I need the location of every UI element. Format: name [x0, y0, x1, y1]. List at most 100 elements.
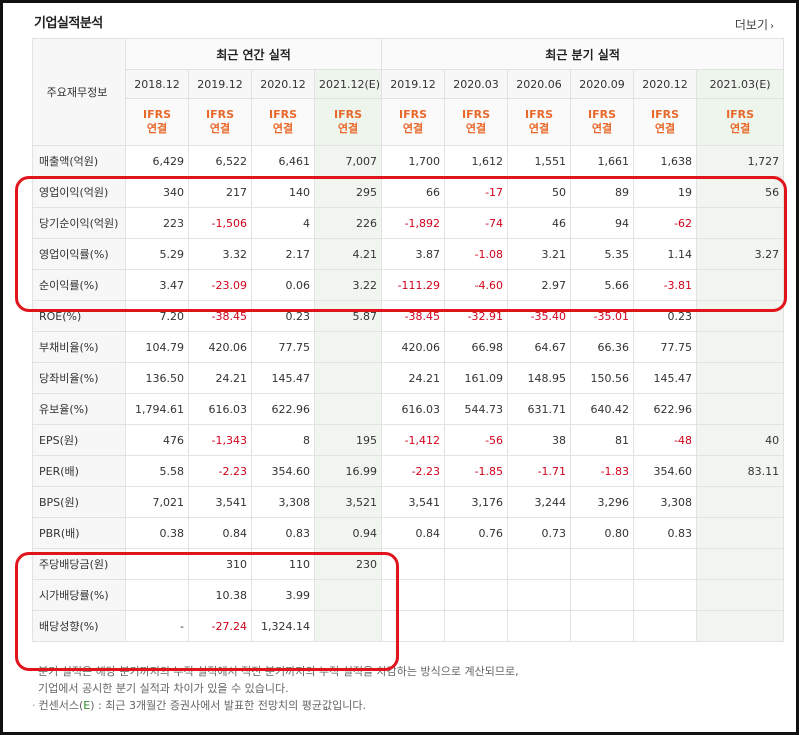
table-cell: -17 — [444, 176, 509, 208]
table-cell: 195 — [313, 424, 383, 456]
table-cell: 3.99 — [251, 579, 315, 611]
table-row: 주당배당금(원) 310 110 230 — [32, 548, 785, 580]
table-cell: 640.42 — [570, 393, 635, 425]
consolidated-label: 연결 — [209, 122, 231, 135]
row-label: 배당성향(%) — [32, 610, 126, 642]
more-label: 더보기 — [734, 18, 768, 32]
table-cell: 24.21 — [188, 362, 252, 394]
table-cell: -2.23 — [188, 455, 252, 487]
table-cell: -32.91 — [444, 300, 509, 332]
table-row: 유보율(%) 1,794.61 616.03 622.96 616.03 544.73 63… — [32, 393, 785, 425]
table-cell: 1,661 — [570, 145, 635, 177]
row-label: 순이익률(%) — [32, 269, 126, 301]
table-cell: -3.81 — [633, 269, 698, 301]
table-cell: 3.32 — [188, 238, 252, 270]
date-header-1: 2019.12 — [188, 69, 252, 99]
group-quarter-header: 최근 분기 실적 — [381, 38, 785, 70]
note-line-3: · 컨센서스(E) : 최근 3개월간 증권사에서 발표한 전망치의 평균값입니다… — [32, 698, 366, 714]
table-cell: -1,412 — [381, 424, 446, 456]
table-row: 당기순이익(억원) 223 -1,506 4 226 -1,892 -74 46 94 -62 — [32, 207, 785, 239]
table-cell — [696, 362, 785, 394]
note-line-3-e: E — [83, 699, 91, 712]
consolidated-label: 연결 — [591, 122, 613, 135]
table-cell: 16.99 — [313, 455, 383, 487]
date-header-0: 2018.12 — [125, 69, 189, 99]
table-cell: 616.03 — [381, 393, 446, 425]
table-cell: -1.83 — [570, 455, 635, 487]
table-cell — [507, 548, 572, 580]
table-cell: -1.08 — [444, 238, 509, 270]
consolidated-label: 연결 — [729, 122, 751, 135]
date-header-6: 2020.06 — [507, 69, 572, 99]
table-cell: -56 — [444, 424, 509, 456]
row-label: 당좌비율(%) — [32, 362, 126, 394]
table-row: EPS(원) 476 -1,343 8 195 -1,412 -56 38 81 -48 40 — [32, 424, 785, 456]
table-cell — [633, 610, 698, 642]
table-cell: 6,522 — [188, 145, 252, 177]
consolidated-label: 연결 — [146, 122, 168, 135]
table-cell: 150.56 — [570, 362, 635, 394]
table-cell: 5.58 — [125, 455, 189, 487]
table-cell: 161.09 — [444, 362, 509, 394]
ifrs-header-3: IFRS 연결 — [313, 98, 383, 146]
table-cell — [125, 579, 189, 611]
table-cell: 1,727 — [696, 145, 785, 177]
consolidated-label: 연결 — [337, 122, 359, 135]
ifrs-label: IFRS — [206, 108, 234, 121]
table-row: ROE(%) 7.20 -38.45 0.23 5.87 -38.45 -32.91 -35.… — [32, 300, 785, 332]
ifrs-label: IFRS — [588, 108, 617, 121]
table-cell — [633, 548, 698, 580]
table-cell: 0.80 — [570, 517, 635, 549]
table-cell — [313, 362, 383, 394]
table-cell: 3.87 — [381, 238, 446, 270]
table-cell — [507, 610, 572, 642]
table-cell: 46 — [507, 207, 572, 239]
table-cell: 1,638 — [633, 145, 698, 177]
table-cell — [696, 207, 785, 239]
table-cell: 6,429 — [125, 145, 189, 177]
more-link[interactable]: 더보기 › — [735, 16, 774, 33]
ifrs-label: IFRS — [462, 108, 491, 121]
table-cell: -27.24 — [188, 610, 252, 642]
table-cell — [696, 579, 785, 611]
table-cell: 622.96 — [251, 393, 315, 425]
table-cell: -35.40 — [507, 300, 572, 332]
table-cell: 340 — [125, 176, 189, 208]
table-cell: 66 — [381, 176, 446, 208]
table-cell: 226 — [313, 207, 383, 239]
row-label: ROE(%) — [32, 300, 126, 332]
table-cell: -48 — [633, 424, 698, 456]
ifrs-header-2: IFRS 연결 — [251, 98, 315, 146]
table-cell: -38.45 — [188, 300, 252, 332]
table-cell — [444, 548, 509, 580]
table-cell: 4 — [251, 207, 315, 239]
table-cell: 7,007 — [313, 145, 383, 177]
table-cell: 0.83 — [633, 517, 698, 549]
date-header-7: 2020.09 — [570, 69, 635, 99]
table-cell — [696, 393, 785, 425]
row-label: 시가배당률(%) — [32, 579, 126, 611]
table-cell: 56 — [696, 176, 785, 208]
table-cell — [444, 579, 509, 611]
table-cell — [381, 548, 446, 580]
table-cell: 81 — [570, 424, 635, 456]
ifrs-header-1: IFRS 연결 — [188, 98, 252, 146]
consolidated-label: 연결 — [272, 122, 294, 135]
row-label: 주당배당금(원) — [32, 548, 126, 580]
consolidated-label: 연결 — [654, 122, 676, 135]
table-cell: 2.97 — [507, 269, 572, 301]
ifrs-label: IFRS — [143, 108, 171, 121]
table-cell: 83.11 — [696, 455, 785, 487]
table-cell: 5.29 — [125, 238, 189, 270]
table-cell — [696, 548, 785, 580]
date-header-3: 2021.12(E) — [313, 69, 383, 99]
table-cell: 24.21 — [381, 362, 446, 394]
financial-table: 주요재무정보 최근 연간 실적 최근 분기 실적 2018.12 2019.12 2… — [32, 38, 785, 642]
table-cell: 104.79 — [125, 331, 189, 363]
table-cell: 1,551 — [507, 145, 572, 177]
table-cell: 40 — [696, 424, 785, 456]
row-label: PBR(배) — [32, 517, 126, 549]
table-cell: 616.03 — [188, 393, 252, 425]
table-cell: -35.01 — [570, 300, 635, 332]
table-cell: 310 — [188, 548, 252, 580]
